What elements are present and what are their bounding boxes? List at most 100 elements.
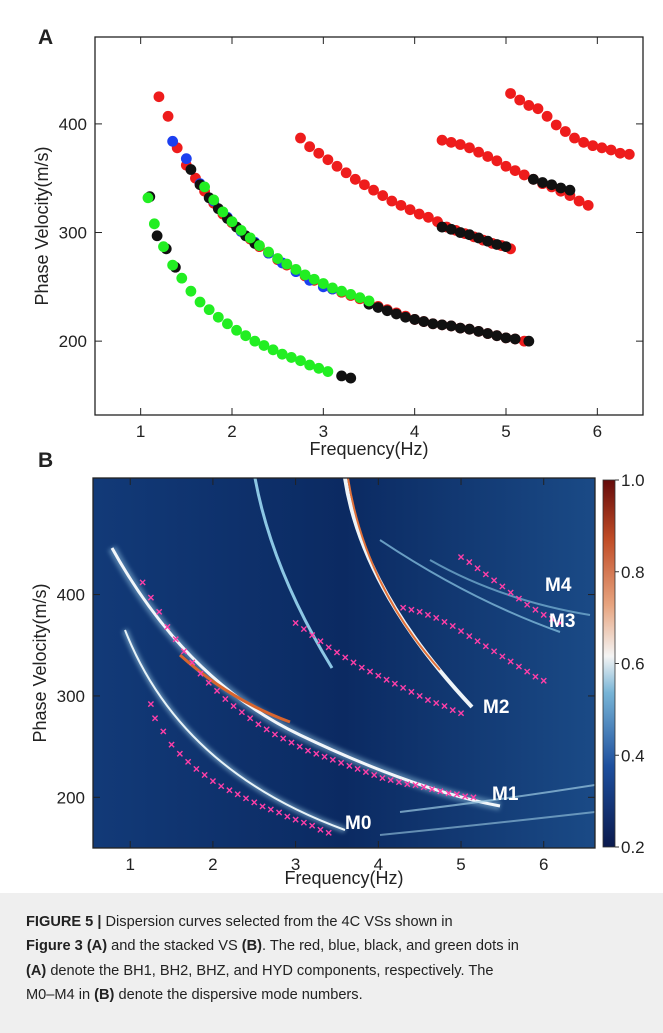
colorbar-tick-label: 0.8 [621, 563, 645, 582]
dot [523, 100, 535, 111]
cross [185, 758, 192, 765]
y-tick-label: 400 [57, 586, 85, 605]
cross [304, 747, 312, 754]
x-tick-label: 3 [291, 855, 300, 874]
dot [500, 160, 512, 172]
dot [267, 344, 279, 356]
dot [167, 135, 179, 147]
cross [275, 809, 283, 816]
x-tick-label: 3 [319, 422, 328, 441]
cross [449, 707, 456, 714]
cross [532, 606, 539, 613]
cross [524, 601, 531, 608]
dot [299, 269, 311, 281]
dot [514, 94, 526, 106]
dot [244, 232, 256, 244]
cross [433, 614, 440, 621]
panel-label: A [38, 26, 53, 49]
dot [605, 144, 617, 156]
colorbar-tick-label: 0.6 [621, 655, 645, 674]
mode-label: M0 [345, 813, 371, 834]
cross [147, 594, 154, 601]
dot [217, 206, 229, 218]
dot [445, 136, 457, 148]
x-tick-label: 5 [456, 855, 465, 874]
dot [304, 359, 316, 371]
colorbar [602, 479, 616, 848]
cross [176, 750, 183, 757]
cross [366, 668, 374, 675]
dot [377, 190, 389, 201]
cross [507, 589, 514, 596]
dot [473, 232, 484, 244]
cross [209, 778, 217, 785]
x-axis-title: Frequency(Hz) [309, 439, 428, 459]
dot [148, 218, 160, 230]
caption-ref: (B) [94, 987, 115, 1004]
cross [383, 676, 390, 683]
cross [515, 663, 523, 670]
dot [235, 224, 247, 236]
dot [464, 229, 475, 241]
cross [313, 750, 320, 757]
dot [436, 134, 448, 146]
cross [449, 622, 456, 630]
dot [454, 139, 466, 150]
dot [254, 240, 265, 251]
dot [550, 119, 562, 131]
cross [325, 644, 332, 651]
dot [222, 318, 233, 330]
cross [342, 654, 349, 661]
cross [238, 709, 245, 716]
dot [409, 314, 421, 325]
cross [470, 794, 477, 801]
dot [573, 195, 585, 207]
dot [336, 285, 347, 297]
dot [276, 348, 288, 360]
cross [391, 680, 398, 687]
cross [400, 684, 407, 691]
x-tick-label: 6 [593, 422, 602, 441]
cross [180, 648, 188, 655]
cross [222, 695, 229, 703]
cross [139, 579, 146, 586]
dot [400, 311, 411, 323]
dot [564, 184, 576, 196]
caption-text: . The red, blue, black, and green dots i… [262, 938, 519, 955]
cross [259, 803, 266, 810]
x-tick-label: 5 [501, 422, 510, 441]
caption-text: denote the BH1, BH2, BHZ, and HYD compon… [46, 962, 494, 979]
dot [491, 239, 503, 250]
mode-label: M2 [483, 697, 509, 718]
cross [321, 753, 328, 760]
cross [375, 672, 382, 679]
dot [167, 259, 179, 271]
cross [292, 816, 299, 823]
cross [354, 765, 361, 773]
cross [491, 577, 498, 584]
cross [433, 699, 440, 707]
caption-text: denote the dispersive mode numbers. [114, 987, 363, 1004]
dot [331, 160, 343, 172]
cross [317, 638, 324, 645]
cross [507, 658, 514, 665]
dot [391, 308, 402, 320]
dot [623, 148, 635, 160]
cross [242, 795, 250, 802]
dot [436, 221, 448, 233]
cross [300, 625, 307, 633]
dot [578, 136, 590, 148]
dot [413, 208, 425, 220]
cross [218, 783, 225, 790]
dot [249, 335, 261, 347]
cross [437, 788, 444, 795]
cross [205, 679, 212, 686]
caption-label: FIGURE 5 | [26, 914, 102, 930]
dot [509, 333, 521, 345]
dot [336, 370, 347, 382]
dot [185, 164, 197, 175]
dot [404, 204, 416, 216]
cross [420, 784, 427, 791]
cross [441, 702, 448, 710]
dot [454, 227, 466, 238]
